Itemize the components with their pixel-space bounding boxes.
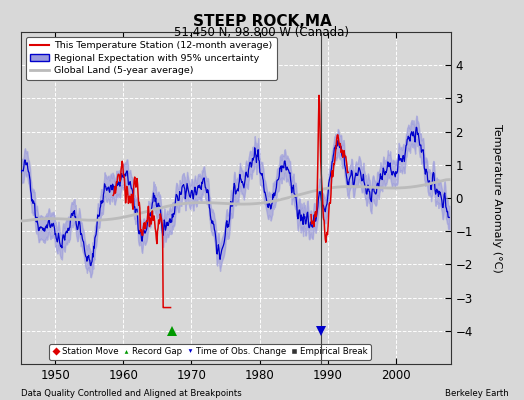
Legend: Station Move, Record Gap, Time of Obs. Change, Empirical Break: Station Move, Record Gap, Time of Obs. C… <box>49 344 371 360</box>
Text: Berkeley Earth: Berkeley Earth <box>444 389 508 398</box>
Y-axis label: Temperature Anomaly (°C): Temperature Anomaly (°C) <box>493 124 503 272</box>
Text: Data Quality Controlled and Aligned at Breakpoints: Data Quality Controlled and Aligned at B… <box>21 389 242 398</box>
Text: STEEP ROCK,MA: STEEP ROCK,MA <box>193 14 331 29</box>
Text: 51.450 N, 98.800 W (Canada): 51.450 N, 98.800 W (Canada) <box>174 26 350 39</box>
